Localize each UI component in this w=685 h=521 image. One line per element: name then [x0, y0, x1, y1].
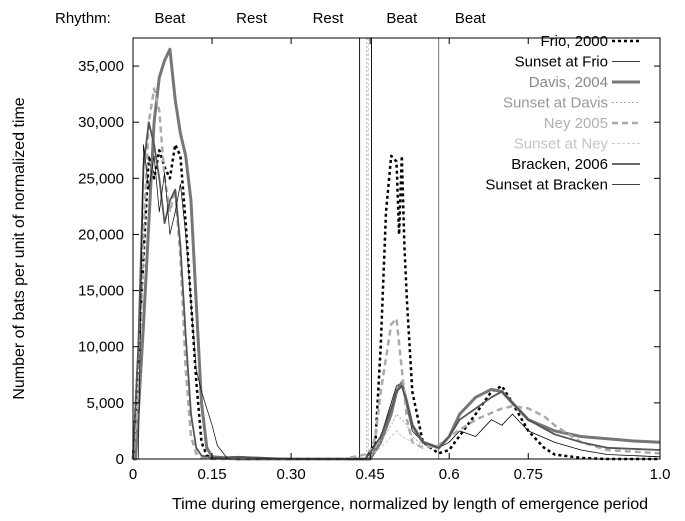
y-tick-label: 25,000 [78, 170, 124, 187]
series-lines [131, 47, 661, 461]
y-axis-label: Number of bats per unit of normalized ti… [11, 97, 28, 399]
y-tick-label: 20,000 [78, 226, 124, 243]
legend-entry-label: Frio, 2000 [540, 33, 608, 50]
legend-entry-label: Ney 2005 [544, 115, 608, 132]
rhythm-phase-label: Beat [455, 10, 487, 27]
x-tick-label: 0.45 [356, 466, 385, 483]
y-tick-label: 0 [116, 451, 124, 468]
legend-entry-label: Sunset at Bracken [485, 177, 608, 194]
rhythm-phase-label: Rest [236, 10, 268, 27]
legend-entry-label: Davis, 2004 [529, 74, 608, 91]
y-tick-label: 35,000 [78, 58, 124, 75]
y-tick-label: 15,000 [78, 283, 124, 300]
series-line [132, 121, 661, 460]
x-tick-label: 0.15 [197, 466, 226, 483]
series-line [369, 430, 424, 457]
y-tick-label: 5,000 [86, 395, 124, 412]
series-line [131, 143, 660, 461]
x-tick-label: 0.6 [439, 466, 460, 483]
x-axis-label: Time during emergence, normalized by len… [172, 496, 648, 513]
rhythm-phase-label: Beat [154, 10, 186, 27]
rhythm-label: Rhythm: [55, 10, 111, 27]
legend: Frio, 2000 Sunset at Frio Davis, 2004 Sunse… [485, 33, 640, 194]
rhythm-phase-label: Rest [313, 10, 345, 27]
x-tick-label: 0 [129, 466, 137, 483]
rhythm-phase-label: Beat [386, 10, 418, 27]
series-line [364, 382, 661, 460]
plot-frame [132, 37, 661, 460]
y-tick-label: 10,000 [78, 339, 124, 356]
y-axis: 0 5,000 10,000 15,000 20,000 25,000 30,000 35,0… [78, 58, 660, 468]
legend-entry-label: Sunset at Ney [514, 136, 609, 153]
legend-entry-label: Bracken, 2006 [511, 156, 608, 173]
series-line [137, 144, 229, 460]
sunset-lines [359, 38, 440, 459]
x-tick-label: 1.0 [650, 466, 671, 483]
x-axis: 0 0.15 0.30 0.45 0.6 0.75 1.0 [129, 38, 671, 483]
rhythm-row: Rhythm: Beat Rest Rest Beat Beat [55, 10, 487, 27]
x-tick-label: 0.30 [276, 466, 305, 483]
legend-entry-label: Sunset at Frio [515, 54, 608, 71]
x-tick-label: 0.75 [514, 466, 543, 483]
legend-entry-label: Sunset at Davis [503, 95, 608, 112]
y-tick-label: 30,000 [78, 114, 124, 131]
series-line [131, 87, 661, 461]
series-line [364, 413, 424, 460]
